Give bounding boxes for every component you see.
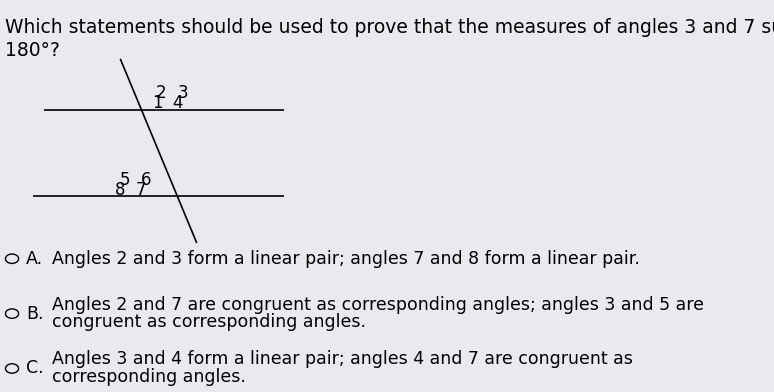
Text: 2: 2 bbox=[156, 84, 166, 102]
Text: 1: 1 bbox=[152, 94, 163, 112]
Text: corresponding angles.: corresponding angles. bbox=[52, 368, 246, 386]
Text: Angles 2 and 7 are congruent as corresponding angles; angles 3 and 5 are: Angles 2 and 7 are congruent as correspo… bbox=[52, 296, 704, 314]
Text: 8: 8 bbox=[115, 181, 125, 199]
Text: Which statements should be used to prove that the measures of angles 3 and 7 sum: Which statements should be used to prove… bbox=[5, 18, 774, 36]
Text: 7: 7 bbox=[135, 181, 146, 199]
Text: 5: 5 bbox=[119, 171, 130, 189]
Text: B.: B. bbox=[26, 305, 44, 323]
Text: 4: 4 bbox=[173, 94, 183, 112]
Text: 3: 3 bbox=[178, 84, 188, 102]
Text: C.: C. bbox=[26, 359, 44, 377]
Text: Angles 3 and 4 form a linear pair; angles 4 and 7 are congruent as: Angles 3 and 4 form a linear pair; angle… bbox=[52, 350, 633, 368]
Text: 180°?: 180°? bbox=[5, 41, 60, 60]
Text: A.: A. bbox=[26, 250, 43, 268]
Text: 6: 6 bbox=[141, 171, 151, 189]
Text: congruent as corresponding angles.: congruent as corresponding angles. bbox=[52, 313, 366, 331]
Text: Angles 2 and 3 form a linear pair; angles 7 and 8 form a linear pair.: Angles 2 and 3 form a linear pair; angle… bbox=[52, 250, 640, 268]
